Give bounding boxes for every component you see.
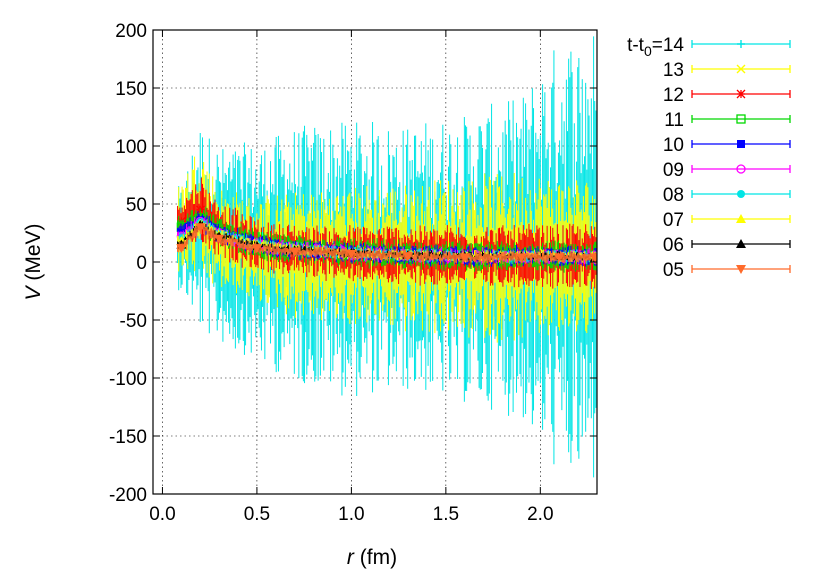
- legend-label-07: 07: [663, 210, 684, 231]
- data-point: [459, 253, 470, 263]
- x-tick-label: 2.0: [527, 504, 553, 525]
- legend-label-06: 06: [663, 235, 684, 256]
- legend-marker-10: [737, 140, 745, 148]
- x-axis-variable: r: [347, 546, 355, 569]
- data-point: [346, 249, 357, 259]
- y-axis-variable: V: [22, 285, 45, 301]
- data-point: [214, 234, 225, 244]
- data-point: [251, 244, 262, 254]
- y-tick-label: 200: [115, 21, 147, 42]
- legend-label-09: 09: [663, 160, 684, 181]
- legend-label-11: 11: [664, 110, 684, 131]
- y-axis-label: V (MeV): [22, 223, 45, 300]
- legend-marker-13: [736, 64, 746, 74]
- legend-label-08: 08: [663, 185, 684, 206]
- x-tick-label: 0.0: [149, 504, 175, 525]
- legend-marker-06: [736, 239, 746, 248]
- legend-marker-14: [737, 40, 745, 48]
- data-point: [590, 253, 597, 263]
- data-point: [289, 247, 300, 257]
- y-tick-label: 150: [115, 79, 147, 100]
- x-tick-label: 0.5: [244, 504, 270, 525]
- legend-label-05: 05: [663, 260, 684, 281]
- legend-label-13: 13: [663, 60, 684, 81]
- legend-label-14: t-t0=14: [627, 35, 684, 59]
- x-tick-label: 1.0: [338, 504, 364, 525]
- legend-marker-12: [736, 89, 746, 99]
- legend-label-10: 10: [663, 135, 684, 156]
- data-point: [554, 253, 565, 263]
- data-point: [516, 253, 527, 263]
- y-tick-label: -100: [109, 369, 147, 390]
- data-point: [195, 223, 206, 233]
- y-tick-label: -200: [109, 485, 147, 506]
- y-axis-unit: (MeV): [22, 223, 45, 286]
- y-tick-label: -50: [120, 311, 147, 332]
- y-tick-label: 0: [136, 253, 147, 274]
- legend-marker-11: [736, 114, 746, 124]
- ticks: -200 -150 -100 -50 0 50 100 150 200 0.0 0.5 1.0 1.5 2…: [109, 21, 597, 525]
- data-layer: [176, 36, 597, 478]
- y-tick-label: 50: [126, 195, 147, 216]
- x-tick-label: 1.5: [433, 504, 459, 525]
- legend-label-12: 12: [663, 85, 684, 106]
- y-tick-label: 100: [115, 137, 147, 158]
- y-tick-label: -150: [109, 427, 147, 448]
- x-axis-label: r (fm): [347, 546, 397, 569]
- series-05: [176, 223, 597, 265]
- legend-marker-08: [737, 190, 745, 198]
- legend-marker-07: [736, 214, 746, 223]
- legend-marker-09: [736, 164, 746, 174]
- legend-marker-05: [736, 265, 746, 274]
- x-axis-unit: (fm): [354, 546, 397, 569]
- data-point: [176, 244, 187, 254]
- data-point: [403, 252, 414, 262]
